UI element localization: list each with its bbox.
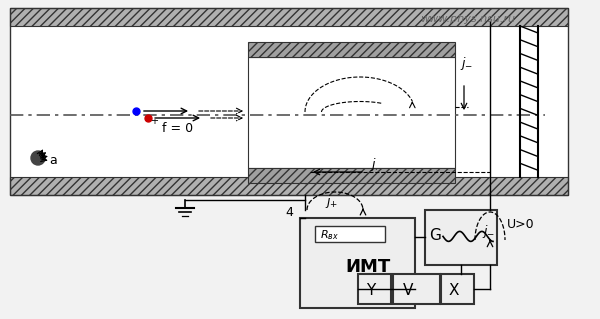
Bar: [10, 8, 568, 195]
Bar: [425, 210, 497, 265]
Bar: [393, 274, 440, 304]
Text: $j_{+}$: $j_{+}$: [325, 193, 338, 210]
Bar: [248, 57, 455, 168]
Bar: [10, 177, 568, 195]
Bar: [248, 168, 455, 183]
Text: 4: 4: [285, 206, 293, 219]
Text: U>0: U>0: [507, 218, 535, 231]
Text: G: G: [429, 228, 441, 243]
Bar: [300, 218, 415, 308]
Text: $R_{вх}$: $R_{вх}$: [320, 228, 339, 242]
Text: Y: Y: [366, 283, 375, 298]
Bar: [10, 8, 568, 26]
Text: $j_{-}$: $j_{-}$: [482, 223, 495, 240]
Text: +: +: [150, 116, 158, 126]
Text: ИМТ: ИМТ: [346, 258, 391, 276]
Bar: [315, 226, 385, 242]
Bar: [441, 274, 474, 304]
Bar: [248, 42, 455, 57]
Text: www.phys.nsu.ru: www.phys.nsu.ru: [420, 14, 515, 24]
Text: f = 0: f = 0: [162, 122, 193, 135]
Text: $j_{.}$: $j_{.}$: [370, 156, 379, 173]
Text: $j_{-}$: $j_{-}$: [460, 55, 473, 72]
Text: V: V: [403, 283, 413, 298]
Bar: [358, 274, 391, 304]
Bar: [10, 26, 568, 177]
Circle shape: [31, 151, 45, 165]
Text: X: X: [449, 283, 460, 298]
Text: a: a: [49, 153, 57, 167]
